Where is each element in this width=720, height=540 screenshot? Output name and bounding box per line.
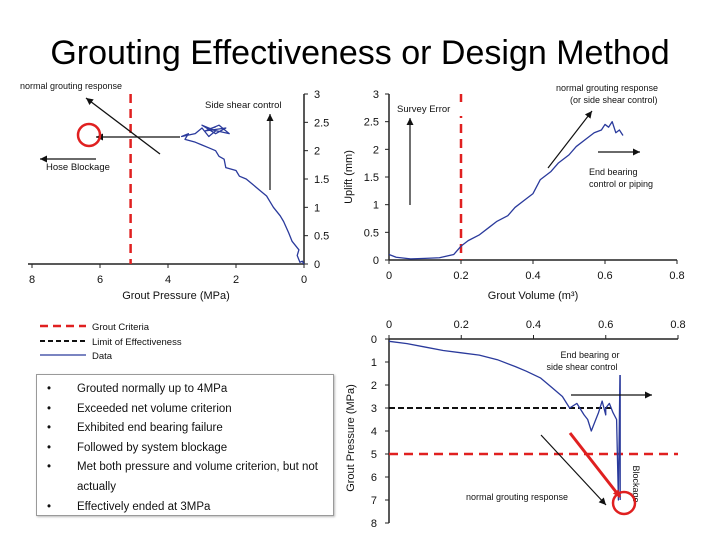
chart-a-hose-blockage-arrow-left-head	[40, 155, 47, 163]
chart-a-annotation-hose-blockage: Hose Blockage	[46, 162, 110, 173]
chart-b-normal-response-arrow-head	[584, 111, 592, 119]
chart-b-x-tick-label: 0.4	[525, 270, 540, 282]
summary-bullet-list: • Grouted normally up to 4MPa • Exceeded n…	[36, 374, 334, 516]
chart-a-side-shear-arrow-head	[266, 114, 274, 121]
chart-c-normal-response-arrow	[540, 434, 607, 506]
chart-a-y-tick-label: 1.5	[314, 174, 329, 186]
chart-b-annotation-normal-response: normal grouting response	[556, 83, 658, 93]
chart-c-normal-response-arrow-head	[598, 497, 606, 505]
chart-c-x-tick-label: 0.8	[670, 319, 685, 331]
bullet-text: Grouted normally up to 4MPa	[77, 383, 228, 395]
chart-c-y-tick-label: 0	[371, 334, 377, 346]
chart-a-x-axis-label: Grout Pressure (MPa)	[122, 290, 230, 302]
chart-c-end-bearing-bg	[552, 349, 628, 375]
bullet-text: Met both pressure and volume criterion, …	[77, 461, 318, 493]
bullet-marker: •	[47, 383, 52, 395]
legend-label: Data	[92, 351, 113, 362]
chart-b-x-tick-label: 0.2	[453, 270, 468, 282]
chart-b-x-tick-label: 0.6	[597, 270, 612, 282]
chart-c-y-tick-label: 1	[371, 357, 377, 369]
chart-a-x-tick-label: 0	[301, 274, 307, 286]
bullet-marker: •	[47, 422, 52, 435]
chart-c-y-axis-label: Grout Pressure (MPa)	[345, 384, 357, 492]
chart-c-x-tick-label: 0.4	[526, 319, 541, 331]
bullet-text: Followed by system blockage	[77, 441, 228, 454]
chart-c-y-tick-label: 3	[371, 403, 377, 415]
chart-c-y-tick-label: 5	[371, 449, 377, 461]
chart-c-annotation-blockage: Blockage	[631, 465, 641, 502]
chart-a-annotation-side-shear: Side shear control	[205, 100, 282, 111]
chart-a-normal-response-arrow-head	[86, 98, 94, 106]
chart-c-x-tick-label: 0	[386, 319, 392, 331]
chart-c-x-tick-label: 0.6	[598, 319, 613, 331]
chart-a-x-tick-label: 4	[165, 274, 171, 286]
bullet-text: Exhibited end bearing failure	[77, 422, 223, 435]
bullet-item: • Followed by system blockage	[43, 439, 327, 459]
chart-a-data-line	[180, 124, 305, 265]
chart-b-y-tick-label: 0	[373, 255, 379, 267]
chart-c-y-tick-label: 7	[371, 495, 377, 507]
chart-b-y-tick-label: 1	[373, 200, 379, 212]
chart-c-blockage-red-arrow	[568, 432, 622, 498]
chart-c-y-tick-label: 4	[371, 426, 377, 438]
chart-a-normal-response-arrow	[85, 97, 161, 155]
legend-label: Limit of Effectiveness	[92, 337, 182, 348]
chart-b-annotation-piping: control or piping	[589, 179, 653, 189]
chart-b-survey-error-arrow-head	[406, 118, 414, 125]
chart-a-annotation-normal-response: normal grouting response	[20, 81, 122, 91]
bullet-marker: •	[47, 500, 52, 513]
bullet-item: • Grouted normally up to 4MPa	[43, 380, 327, 400]
chart-c-y-tick-label: 2	[371, 380, 377, 392]
chart-b-y-tick-label: 0.5	[364, 227, 379, 239]
chart-a-y-tick-label: 1	[314, 202, 320, 214]
bullet-marker: •	[47, 402, 52, 415]
chart-a-x-tick-label: 2	[233, 274, 239, 286]
slide-title: Grouting Effectiveness or Design Method	[50, 34, 670, 72]
chart-a-y-tick-label: 3	[314, 89, 320, 101]
chart-c-annotation-normal-response: normal grouting response	[466, 492, 568, 502]
bullet-text: Effectively ended at 3MPa	[77, 500, 211, 513]
bullet-text: Exceeded net volume criterion	[77, 402, 232, 415]
chart-b-end-bearing-arrow-head	[633, 148, 640, 156]
chart-c-data-line	[388, 340, 621, 501]
chart-c-annotation-side-shear: side shear control	[546, 362, 617, 372]
chart-a-y-tick-label: 0	[314, 259, 320, 271]
chart-b-y-axis-label: Uplift (mm)	[343, 150, 355, 204]
bullet-item: • Exhibited end bearing failure	[43, 419, 327, 439]
chart-c-highlight-circle	[611, 490, 637, 516]
chart-c-y-tick-label: 6	[371, 472, 377, 484]
chart-a-y-tick-label: 2	[314, 146, 320, 158]
chart-b-y-tick-label: 2.5	[364, 117, 379, 129]
chart-c-end-bearing-arrow-head	[645, 391, 652, 399]
chart-b-annotation-survey-error: Survey Error	[397, 104, 450, 115]
bullet-marker: •	[47, 461, 52, 474]
chart-b-annotation-side-shear: (or side shear control)	[570, 95, 658, 105]
chart-a-y-tick-label: 2.5	[314, 117, 329, 129]
chart-b-x-tick-label: 0.8	[669, 270, 684, 282]
chart-b-x-tick-label: 0	[386, 270, 392, 282]
bullet-item: • Effectively ended at 3MPa	[43, 498, 327, 518]
chart-b-y-tick-label: 1.5	[364, 172, 379, 184]
chart-a-x-tick-label: 8	[29, 274, 35, 286]
chart-b-x-axis-label: Grout Volume (m³)	[488, 290, 578, 302]
chart-c-x-tick-label: 0.2	[454, 319, 469, 331]
chart-b-y-tick-label: 2	[373, 144, 379, 156]
chart-b-survey-error-bg	[393, 102, 463, 116]
chart-b-annotation-end-bearing: End bearing	[589, 167, 638, 177]
legend-label: Grout Criteria	[92, 322, 150, 333]
chart-a-y-tick-label: 0.5	[314, 231, 329, 243]
bullet-item: • Exceeded net volume criterion	[43, 400, 327, 420]
chart-c-annotation-end-bearing: End bearing or	[560, 350, 619, 360]
chart-b-data-line	[388, 121, 624, 260]
chart-b-y-tick-label: 3	[373, 89, 379, 101]
bullet-item: • Met both pressure and volume criterion,…	[43, 458, 327, 497]
chart-a-highlight-circle	[76, 122, 102, 148]
chart-b-normal-response-arrow	[547, 110, 593, 169]
bullet-marker: •	[47, 441, 52, 454]
chart-a-x-tick-label: 6	[97, 274, 103, 286]
chart-c-y-tick-label: 8	[371, 518, 377, 530]
